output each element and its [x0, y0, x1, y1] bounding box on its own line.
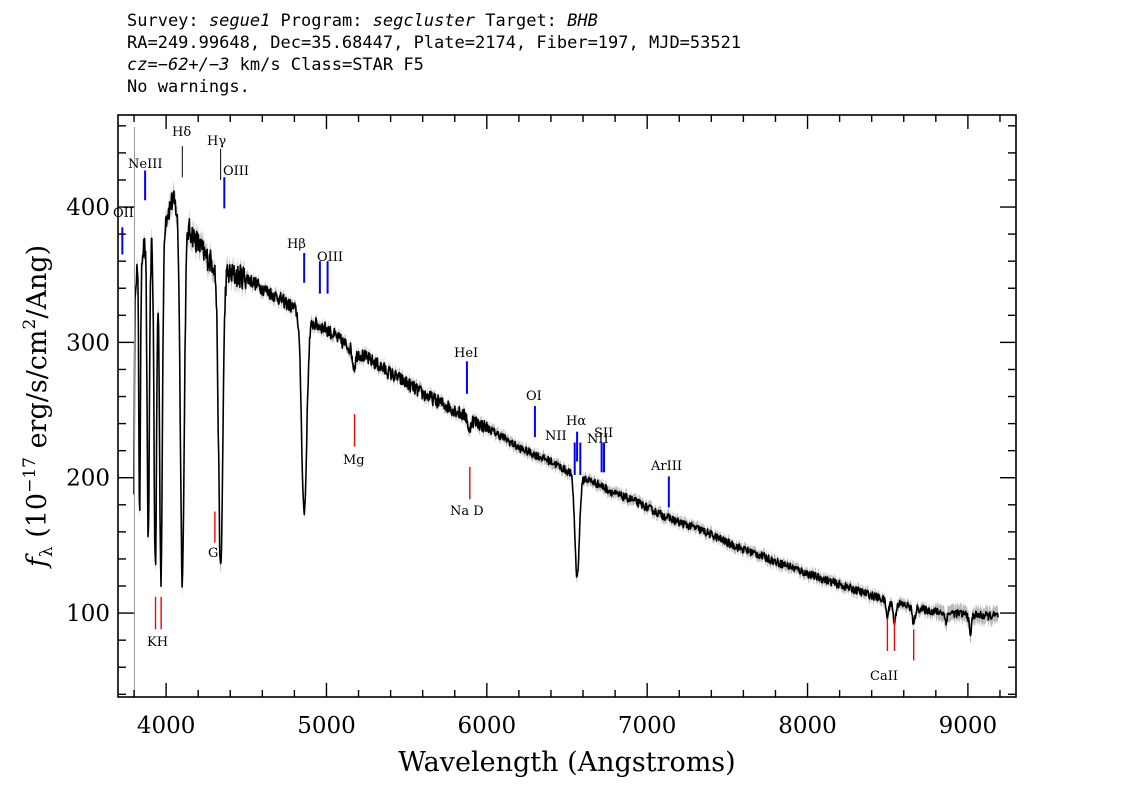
header-line-coordinates: RA=249.99648, Dec=35.68447, Plate=2174, … [127, 33, 742, 53]
x-tick-label: 6000 [458, 713, 517, 739]
label-nii-6548: NII [545, 429, 567, 444]
y-tick-label: 200 [66, 466, 110, 492]
line-markers-layer [121, 146, 915, 661]
label-neiii: NeIII [128, 157, 162, 172]
header-line-survey: Survey: segue1 Program: segcluster Targe… [127, 10, 741, 32]
label-nii-6583: NII [587, 432, 609, 447]
label-sii: SII [594, 426, 613, 441]
spectrum-header: Survey: segue1 Program: segcluster Targe… [127, 10, 741, 98]
y-axis-title: fλ (10−17 erg/s/cm2/Ang) [20, 245, 57, 569]
spectrum-layer [133, 127, 999, 697]
label-mg: Mg [343, 453, 365, 468]
x-tick-label: 5000 [297, 713, 356, 739]
label-ariii: ArIII [650, 459, 682, 474]
label-kh: KH [147, 635, 168, 650]
label-na-d: Na D [450, 504, 484, 519]
survey-label: Survey: [127, 11, 209, 31]
y-tick-label: 400 [66, 195, 110, 221]
label-hdelta: Hδ [172, 125, 191, 140]
axes-layer: 4000 5000 6000 7000 8000 9000 100 200 300 400 [66, 114, 1017, 739]
x-tick-label: 4000 [137, 713, 196, 739]
label-oii: OII [113, 206, 134, 221]
y-tick-label: 300 [66, 330, 110, 356]
program-label: Program: [270, 11, 373, 31]
x-axis-title: Wavelength (Angstroms) [398, 747, 735, 778]
label-oiii-4363: OIII [223, 164, 249, 179]
class-text: km/s Class=STAR F5 [229, 55, 424, 75]
program-value: segcluster [372, 11, 476, 31]
target-value: BHB [567, 11, 598, 31]
target-label: Target: [475, 11, 568, 31]
spectrum-line [133, 190, 999, 637]
cz-label: cz [127, 55, 148, 75]
x-tick-label: 7000 [618, 713, 677, 739]
label-oi: OI [526, 389, 542, 404]
plot-frame [117, 114, 1017, 698]
header-line-warnings: No warnings. [127, 77, 250, 97]
y-tick-label: 100 [66, 601, 110, 627]
survey-value: segue1 [208, 11, 271, 31]
header-line-redshift: cz=−62+/−3 km/s Class=STAR F5 [127, 54, 741, 76]
label-halpha: Hα [566, 414, 586, 429]
error-band [134, 181, 998, 644]
x-tick-label: 8000 [778, 713, 837, 739]
label-oiii-5007: OIII [317, 250, 343, 265]
label-caii: CaII [870, 669, 898, 684]
x-tick-label: 9000 [939, 713, 998, 739]
label-hei: HeI [454, 346, 478, 361]
label-hgamma: Hγ [207, 134, 226, 149]
line-labels-layer: OII NeIII Hδ Hγ OIII Hβ OIII HeI OI NII … [113, 125, 898, 684]
label-g: G [208, 546, 218, 561]
label-hbeta: Hβ [287, 237, 306, 252]
cz-value: =−62+/−3 [147, 55, 230, 75]
